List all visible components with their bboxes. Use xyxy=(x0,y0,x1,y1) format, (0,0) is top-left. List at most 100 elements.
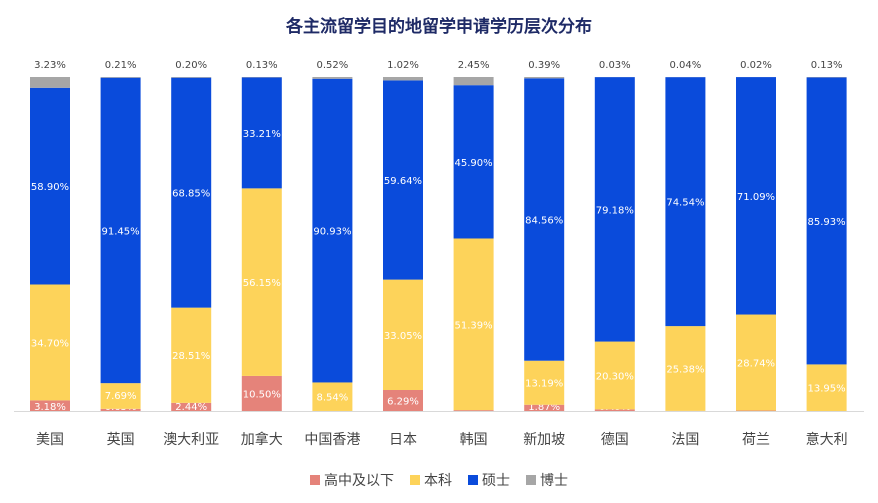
bar-segment xyxy=(171,402,212,411)
bar-segment xyxy=(383,80,423,280)
bar-segment xyxy=(524,360,565,405)
data-label: 28.51% xyxy=(172,351,210,362)
bar-segment xyxy=(524,404,565,411)
legend-label: 硕士 xyxy=(482,473,510,489)
bar-segment xyxy=(665,77,706,327)
data-label: 0.39% xyxy=(528,60,560,71)
chart-title: 各主流留学目的地留学申请学历层次分布 xyxy=(286,17,592,37)
data-label: 2.44% xyxy=(175,402,207,413)
bar-segment xyxy=(30,400,70,411)
data-label: 2.45% xyxy=(458,60,490,71)
bar-segment xyxy=(171,77,212,78)
bar-segment xyxy=(241,188,282,376)
bar-segment xyxy=(171,307,212,403)
data-label: 0.20% xyxy=(175,60,207,71)
x-tick-label: 德国 xyxy=(601,432,629,448)
data-label: 51.39% xyxy=(455,320,493,331)
bar-segment xyxy=(383,77,423,81)
data-label: 13.95% xyxy=(808,384,846,395)
data-label: 90.93% xyxy=(313,227,351,238)
data-label: 58.90% xyxy=(31,182,69,193)
data-label: 71.09% xyxy=(737,192,775,203)
x-tick-label: 美国 xyxy=(36,432,64,448)
bar-segment xyxy=(383,389,423,411)
x-tick-label: 澳大利亚 xyxy=(163,432,219,448)
x-tick-label: 荷兰 xyxy=(742,432,770,448)
bar-segment xyxy=(806,77,847,365)
legend-label: 本科 xyxy=(424,473,452,489)
bar-segment xyxy=(312,382,353,411)
bar-segment xyxy=(736,77,776,315)
bar-segment xyxy=(524,77,565,79)
bar-segment xyxy=(453,238,494,411)
legend-swatch xyxy=(410,475,420,485)
bar-segment xyxy=(241,375,282,411)
legend-item[interactable]: 本科 xyxy=(410,470,452,490)
x-tick-label: 加拿大 xyxy=(241,431,283,448)
bar-segment xyxy=(736,314,776,411)
data-label: 74.54% xyxy=(666,198,704,209)
legend-label: 高中及以下 xyxy=(324,473,394,489)
data-label: 79.18% xyxy=(596,205,634,216)
data-label: 0.02% xyxy=(740,60,772,71)
bar-segment xyxy=(241,77,282,189)
bar-segment xyxy=(453,85,494,239)
data-label: 0.21% xyxy=(105,60,137,71)
data-label: 25.38% xyxy=(666,364,704,375)
x-tick-label: 法国 xyxy=(671,432,699,448)
bar-segment xyxy=(100,77,141,384)
data-label: 56.15% xyxy=(243,278,281,289)
x-tick-label: 中国香港 xyxy=(304,432,360,448)
data-label: 6.29% xyxy=(387,396,419,407)
data-label: 33.05% xyxy=(384,331,422,342)
data-label: 10.50% xyxy=(243,389,281,400)
data-label: 33.21% xyxy=(243,129,281,140)
x-tick-label: 日本 xyxy=(389,432,417,448)
data-label: 0.13% xyxy=(811,60,843,71)
data-label: 1.02% xyxy=(387,60,419,71)
bar-segment xyxy=(30,284,70,401)
data-label: 0.13% xyxy=(246,60,278,71)
bar-segment xyxy=(100,383,141,409)
data-label: 13.19% xyxy=(525,379,563,390)
legend-item[interactable]: 高中及以下 xyxy=(310,470,394,490)
data-label: 45.90% xyxy=(455,158,493,169)
data-label: 84.56% xyxy=(525,216,563,227)
bar-segment xyxy=(383,279,423,390)
data-label: 68.85% xyxy=(172,189,210,200)
data-label: 34.70% xyxy=(31,338,69,349)
bar-segment xyxy=(30,77,70,88)
bar-segment xyxy=(312,77,353,79)
bar-segment xyxy=(594,77,635,342)
bar-segment xyxy=(524,78,565,361)
data-label: 1.87% xyxy=(528,402,560,413)
bar-segment xyxy=(171,77,212,308)
data-label: 3.23% xyxy=(34,60,66,71)
legend: 高中及以下 本科 硕士 博士 xyxy=(0,470,878,490)
bar-segment xyxy=(100,77,141,78)
data-label: 8.54% xyxy=(317,393,349,404)
legend-item[interactable]: 硕士 xyxy=(468,470,510,490)
x-tick-label: 韩国 xyxy=(460,432,488,448)
bar-segment xyxy=(594,409,635,411)
x-tick-label: 意大利 xyxy=(806,431,848,448)
data-label: 20.30% xyxy=(596,371,634,382)
legend-swatch xyxy=(526,475,536,485)
data-label: 0.03% xyxy=(599,60,631,71)
data-label: 28.74% xyxy=(737,359,775,370)
legend-swatch xyxy=(310,475,320,485)
bar-segment xyxy=(594,341,635,410)
bar-segment xyxy=(453,77,494,86)
data-label: 91.45% xyxy=(102,226,140,237)
data-label: 85.93% xyxy=(808,217,846,228)
legend-swatch xyxy=(468,475,478,485)
x-tick-label: 新加坡 xyxy=(523,432,565,448)
bar-segment xyxy=(30,87,70,285)
data-label: 7.69% xyxy=(105,391,137,402)
data-label: 59.64% xyxy=(384,176,422,187)
bar-segment xyxy=(312,78,353,383)
legend-item[interactable]: 博士 xyxy=(526,470,568,490)
bar-segment xyxy=(806,364,847,411)
